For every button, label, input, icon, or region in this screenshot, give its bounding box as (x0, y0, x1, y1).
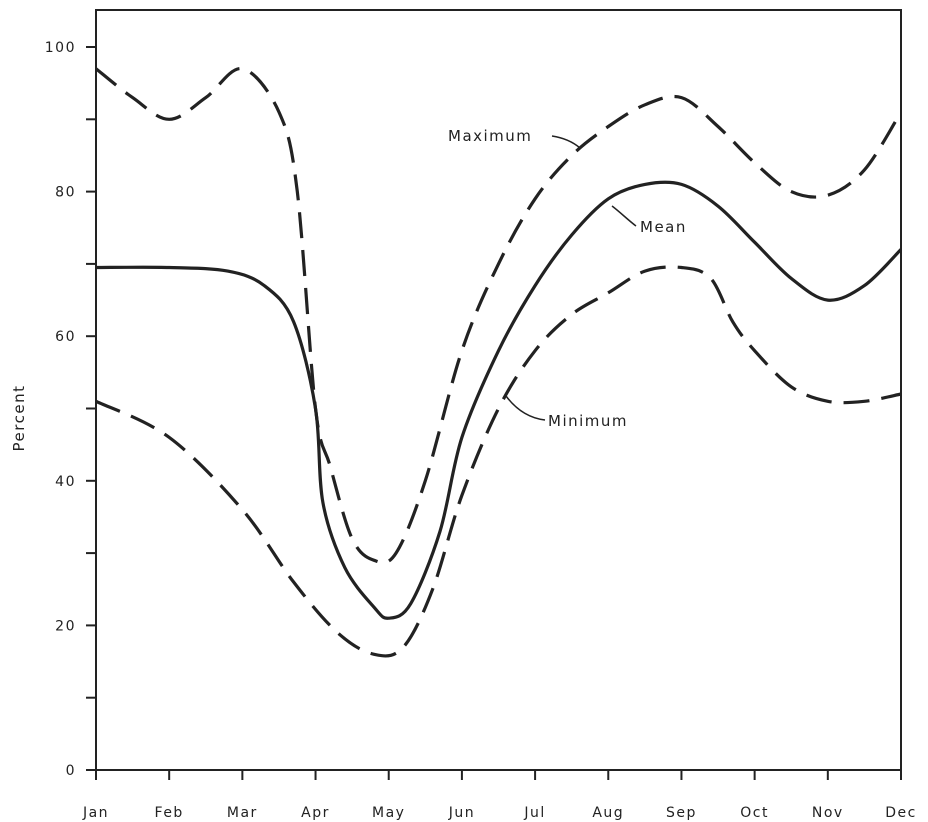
y-axis: 0 20 40 60 80 100 (45, 40, 96, 779)
x-tick-label: Sep (666, 805, 697, 821)
y-tick-label: 40 (55, 474, 76, 490)
x-tick-label: May (372, 805, 405, 821)
x-tick-label: Oct (740, 805, 769, 821)
series-line-mean (95, 180, 903, 620)
y-tick-label: 100 (45, 40, 76, 56)
y-tick-label: 0 (66, 763, 76, 779)
x-tick-label: Dec (885, 805, 917, 821)
series-label-minimum: Minimum (548, 412, 628, 430)
y-tick-label: 80 (55, 185, 76, 201)
y-tick-label: 60 (55, 329, 76, 345)
leader-line-mean (611, 205, 637, 227)
y-axis-title: Percent (10, 385, 28, 452)
series-label-maximum: Maximum (448, 127, 532, 145)
label-maximum-group: Maximum (448, 127, 581, 149)
x-tick-label: Mar (227, 805, 258, 821)
x-tick-label: Feb (155, 805, 184, 821)
x-axis: Jan Feb Mar Apr May Jun Jul Aug Sep Oct Nov Dec (82, 770, 917, 821)
series-label-mean: Mean (640, 218, 687, 236)
series-line-maximum (95, 67, 903, 565)
y-tick-label: 20 (55, 618, 76, 634)
x-tick-label: Aug (592, 805, 624, 821)
x-tick-label: Jun (448, 805, 475, 821)
x-tick-label: Jan (82, 805, 109, 821)
leader-line-minimum (505, 395, 546, 421)
series-line-minimum (95, 265, 902, 658)
series-layer (95, 67, 903, 658)
label-mean-group: Mean (611, 205, 687, 236)
label-minimum-group: Minimum (505, 395, 628, 430)
x-tick-label: Jul (523, 805, 545, 821)
leader-line-maximum (551, 135, 581, 149)
x-tick-label: Apr (301, 805, 330, 821)
x-tick-label: Nov (812, 805, 844, 821)
plot-frame (95, 9, 902, 771)
